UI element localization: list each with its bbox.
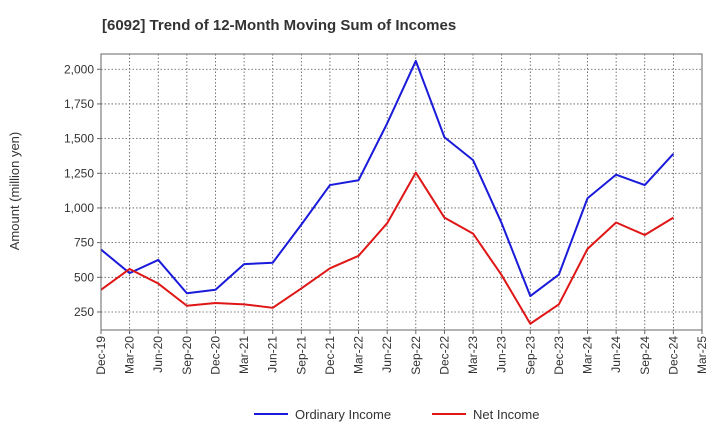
plot-border <box>100 53 703 331</box>
y-tick-label: 750 <box>74 236 94 250</box>
y-tick-label: 1,250 <box>64 166 94 180</box>
x-tick-label: Sep-24 <box>638 336 652 375</box>
y-tick-label: 1,500 <box>64 132 94 146</box>
x-tick-label: Sep-21 <box>294 336 308 375</box>
y-axis-label: Amount (million yen) <box>7 132 22 251</box>
series-line-ordinary-income <box>100 59 675 298</box>
x-tick-label: Jun-24 <box>609 336 623 373</box>
grid <box>101 54 702 330</box>
y-tick-label: 1,750 <box>64 97 94 111</box>
y-tick-label: 250 <box>74 305 94 319</box>
x-tick-label: Dec-19 <box>94 336 108 375</box>
y-tick-label: 1,000 <box>64 201 94 215</box>
x-tick-label: Jun-20 <box>151 336 165 373</box>
x-tick-label: Mar-23 <box>466 336 480 374</box>
chart-title: [6092] Trend of 12-Month Moving Sum of I… <box>102 17 456 34</box>
series-line-net-income <box>100 171 674 325</box>
x-tick-label: Dec-22 <box>437 336 451 375</box>
x-tick-label: Dec-20 <box>208 336 222 375</box>
x-tick-label: Jun-22 <box>380 336 394 373</box>
plot-area <box>101 54 702 330</box>
x-tick-label: Jun-21 <box>266 336 280 373</box>
x-tick-label: Dec-24 <box>666 336 680 375</box>
x-tick-label: Mar-24 <box>581 336 595 374</box>
y-tick-label: 500 <box>74 270 94 284</box>
x-tick-label: Sep-23 <box>523 336 537 375</box>
x-tick-label: Mar-21 <box>237 336 251 374</box>
x-tick-label: Mar-20 <box>123 336 137 374</box>
legend-label: Net Income <box>473 407 539 422</box>
legend-label: Ordinary Income <box>295 407 391 422</box>
x-tick-label: Sep-20 <box>180 336 194 375</box>
y-tick-label: 2,000 <box>64 62 94 76</box>
x-tick-label: Dec-21 <box>323 336 337 375</box>
x-tick-label: Sep-22 <box>409 336 423 375</box>
series-lines <box>100 59 675 325</box>
axes: 250 500 750 1,000 1,250 1,500 1,750 2,000 Dec-19… <box>64 53 709 375</box>
x-tick-label: Jun-23 <box>495 336 509 373</box>
x-tick-label: Mar-22 <box>352 336 366 374</box>
x-tick-label: Dec-23 <box>552 336 566 375</box>
legend: Ordinary Income Net Income <box>254 407 539 422</box>
x-tick-label: Mar-25 <box>695 336 709 374</box>
